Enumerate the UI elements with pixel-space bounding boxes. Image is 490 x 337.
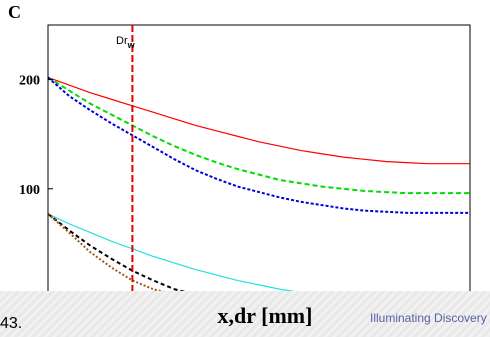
marker-label-subscript: w — [127, 40, 135, 50]
panel-letter: C — [8, 2, 21, 22]
series-line-2 — [47, 76, 470, 195]
slide-footer — [0, 291, 490, 337]
y-tick-label-1: 100 — [19, 183, 40, 198]
series-line-1 — [47, 76, 470, 165]
y-tick-label-2: 200 — [19, 74, 40, 89]
slide-number: 43. — [0, 315, 23, 332]
marker-label: Drw — [116, 35, 135, 50]
plot-frame — [47, 24, 471, 299]
marker-label-main: Dr — [116, 35, 128, 47]
x-axis-label: x,dr [mm] — [217, 303, 313, 328]
series-layer — [47, 76, 470, 299]
footer-tagline: Illuminating Discovery — [370, 311, 487, 325]
series-line-4 — [47, 213, 470, 299]
series-line-3 — [47, 76, 470, 214]
